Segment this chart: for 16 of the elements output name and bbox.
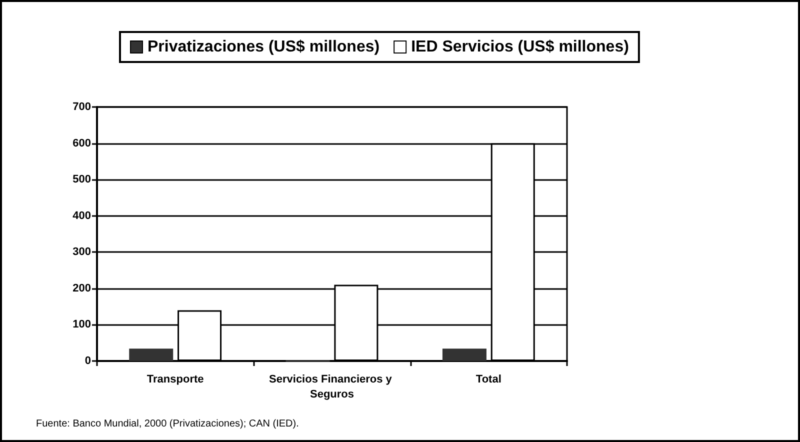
- x-tick-label: Transporte: [146, 374, 204, 386]
- y-tick-label: 300: [72, 246, 91, 258]
- y-tick-label: 700: [72, 101, 91, 113]
- legend-label: Privatizaciones (US$ millones): [148, 38, 380, 56]
- y-tick-label: 400: [72, 210, 91, 222]
- y-tick-label: 0: [84, 355, 91, 367]
- x-tick-label: Servicios Financieros y Seguros: [269, 374, 395, 400]
- y-tick-label: 100: [72, 318, 91, 331]
- bar: [442, 348, 486, 361]
- x-tick-label: Total: [476, 374, 502, 386]
- y-tick-label: 600: [72, 137, 91, 150]
- y-tick-label: 500: [72, 174, 91, 186]
- source-note: Fuente: Banco Mundial, 2000 (Privatizaciones); CAN (IED).: [36, 418, 299, 430]
- legend-label: IED Servicios (US$ millones): [411, 38, 629, 56]
- y-tick-label: 200: [72, 282, 91, 294]
- bar: [129, 348, 174, 361]
